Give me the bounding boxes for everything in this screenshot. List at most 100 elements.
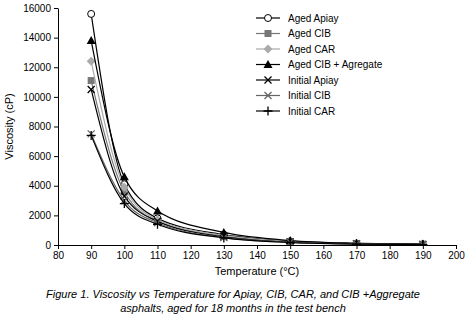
marker — [219, 233, 228, 242]
tick-mark — [54, 38, 58, 39]
tick-label: 140 — [249, 250, 266, 261]
marker — [153, 220, 162, 229]
legend-label: Initial CIB — [288, 90, 331, 101]
tick-mark — [357, 245, 358, 249]
point — [418, 240, 427, 245]
title: Figure 1. Viscosity vs Temperature for A… — [46, 288, 420, 300]
tick: 160 — [315, 245, 332, 261]
marker — [418, 240, 427, 245]
tick-mark — [191, 245, 192, 249]
tick: 180 — [382, 245, 399, 261]
tick-mark — [58, 245, 59, 249]
legend-marker — [264, 60, 273, 68]
tick-label: 6000 — [29, 151, 52, 162]
legend-marker — [265, 92, 272, 99]
series-line — [91, 89, 423, 244]
series-line — [91, 81, 423, 245]
y-axis: 0200040006000800010000120001400016000 — [23, 3, 58, 251]
tick: 90 — [86, 245, 98, 261]
tick-mark — [423, 245, 424, 249]
legend-label: Aged CAR — [288, 44, 335, 55]
tick-mark — [158, 245, 159, 249]
tick-label: 190 — [415, 250, 432, 261]
legend-item: Initial Apiay — [256, 75, 339, 86]
tick-label: 170 — [349, 250, 366, 261]
tick-mark — [54, 156, 58, 157]
marker — [87, 131, 96, 140]
tick: 120 — [183, 245, 200, 261]
tick: 130 — [216, 245, 233, 261]
tick-label: 8000 — [29, 121, 52, 132]
axis-line — [58, 9, 59, 246]
legend: Aged ApiayAged CIBAged CARAged CIB + Agr… — [256, 13, 383, 117]
tick: 16000 — [23, 3, 58, 14]
tick-mark — [91, 245, 92, 249]
point — [153, 206, 162, 214]
tick: 80 — [53, 245, 65, 261]
marker — [88, 86, 95, 93]
tick-mark — [390, 245, 391, 249]
tick: 190 — [415, 245, 432, 261]
point — [286, 238, 295, 245]
marker — [418, 240, 427, 245]
tick-mark — [224, 245, 225, 249]
legend-item: Initial CIB — [256, 90, 331, 101]
series-line — [91, 135, 423, 244]
marker — [87, 36, 96, 44]
marker — [419, 241, 426, 245]
point — [87, 36, 96, 44]
legend-marker — [265, 77, 272, 84]
legend-item: Aged CIB — [256, 28, 331, 39]
point — [352, 240, 361, 245]
tick-label: 110 — [150, 250, 166, 261]
y-axis-title: Viscosity (cP) — [3, 93, 15, 159]
tick: 2000 — [29, 210, 58, 221]
tick-mark — [54, 186, 58, 187]
legend-symbol — [265, 30, 272, 37]
tick-label: 130 — [216, 250, 233, 261]
point — [88, 10, 95, 17]
x-axis-title: Temperature (°C) — [215, 265, 299, 277]
marker — [88, 10, 95, 17]
tick-label: 150 — [282, 250, 299, 261]
tick-mark — [54, 127, 58, 128]
legend-marker — [264, 107, 273, 116]
marker — [286, 238, 295, 245]
point — [352, 239, 361, 245]
tick-mark — [323, 245, 324, 249]
legend-label: Aged CIB + Agregate — [288, 59, 383, 70]
legend-symbol — [264, 45, 273, 54]
tick-label: 90 — [86, 250, 98, 261]
tick: 0 — [45, 240, 58, 251]
chart: 8090100110120130140150160170180190200020… — [0, 0, 466, 334]
tick: 6000 — [29, 151, 58, 162]
tick-label: 2000 — [29, 210, 52, 221]
tick: 150 — [282, 245, 299, 261]
tick: 110 — [150, 245, 166, 261]
tick-mark — [54, 97, 58, 98]
tick-label: 80 — [53, 250, 65, 261]
tick-mark — [456, 245, 457, 249]
marker — [120, 172, 129, 180]
tick-mark — [124, 245, 125, 249]
tick: 200 — [448, 245, 465, 261]
marker — [352, 239, 361, 245]
legend-symbol — [264, 60, 273, 68]
point — [120, 172, 129, 180]
tick-label: 200 — [448, 250, 465, 261]
marker — [120, 199, 129, 208]
tick-mark — [54, 215, 58, 216]
marker — [352, 240, 361, 245]
point — [88, 77, 95, 84]
marker — [88, 77, 95, 84]
tick-label: 16000 — [23, 3, 51, 14]
tick: 140 — [249, 245, 266, 261]
legend-symbol — [265, 15, 272, 22]
legend-symbol — [264, 107, 273, 116]
legend-item: Initial CAR — [256, 106, 335, 117]
series-line — [91, 134, 423, 245]
legend-marker — [265, 30, 272, 37]
series-line — [91, 61, 423, 244]
tick-mark — [54, 245, 58, 246]
tick-label: 14000 — [23, 32, 51, 43]
